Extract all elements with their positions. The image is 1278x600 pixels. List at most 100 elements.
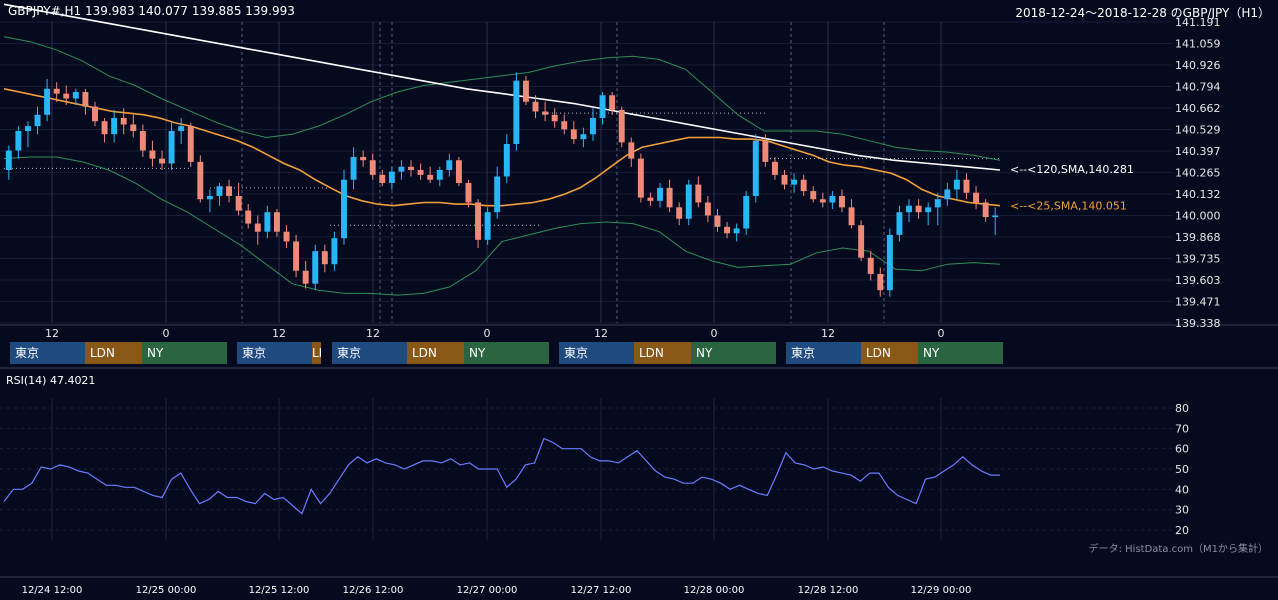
candle-up (953, 179, 960, 190)
session-london-day2: LDN (312, 342, 321, 364)
data-source-credit: データ: HistData.com（M1から集計） (1088, 544, 1268, 555)
session-tokyo-day2: 東京 (237, 342, 312, 364)
candle-up (350, 156, 357, 180)
candle-up (599, 95, 606, 119)
candle-down (63, 93, 70, 99)
candle-up (44, 88, 51, 115)
candle-up (906, 205, 912, 213)
x-tick-label: 12 (272, 327, 286, 340)
sma25-annotation: <--<25,SMA,140.051 (1010, 200, 1127, 213)
candle-down (695, 184, 702, 203)
candle-up (886, 234, 893, 291)
session-ny-day3: NY (464, 342, 549, 364)
price-y-tick-label: 139.868 (1175, 231, 1221, 244)
candle-up (312, 251, 319, 284)
candle-up (446, 160, 453, 170)
candle-down (867, 257, 874, 274)
candle-up (168, 130, 175, 164)
candle-down (187, 126, 194, 162)
candle-down (120, 118, 127, 125)
candle-up (206, 195, 213, 200)
candle-down (810, 191, 817, 200)
candle-down (724, 226, 731, 234)
candle-up (331, 238, 338, 265)
x-tick-label: 0 (711, 327, 718, 340)
price-y-tick-label: 141.191 (1175, 16, 1221, 29)
session-tokyo-day4: 東京 (559, 342, 634, 364)
price-y-tick-label: 140.132 (1175, 188, 1221, 201)
rsi-y-tick-label: 80 (1175, 402, 1189, 415)
candle-up (5, 150, 12, 170)
candle-up (896, 212, 903, 235)
candle-down (149, 150, 156, 159)
candle-down (848, 207, 855, 226)
candle-up (513, 80, 520, 144)
price-y-tick-label: 140.000 (1175, 209, 1221, 222)
rsi-line (3, 437, 1000, 515)
price-y-tick-label: 140.397 (1175, 145, 1221, 158)
price-y-tick-label: 141.059 (1175, 37, 1221, 50)
x-tick-label: 12 (366, 327, 380, 340)
candle-up (72, 92, 79, 99)
candle-down (561, 121, 568, 130)
candle-up (752, 140, 759, 196)
bollinger-lower-band (3, 156, 1001, 296)
candle-up (925, 207, 932, 213)
candle-up (829, 195, 836, 203)
candle-down (714, 215, 721, 227)
candle-down (609, 95, 616, 110)
candle-down (781, 174, 788, 185)
candle-down (53, 88, 60, 94)
candle-down (915, 205, 922, 213)
candle-down (676, 207, 683, 219)
candle-up (992, 215, 999, 218)
candle-down (628, 142, 635, 159)
session-tokyo-day3: 東京 (332, 342, 407, 364)
candle-up (944, 189, 951, 200)
candle-up (15, 130, 22, 151)
candle-down (982, 202, 989, 218)
candle-up (436, 169, 443, 180)
candle-down (570, 129, 577, 140)
price-y-tick-label: 139.603 (1175, 274, 1221, 287)
candle-down (963, 179, 970, 193)
candle-down (235, 195, 242, 211)
rsi-y-tick-label: 60 (1175, 443, 1189, 456)
price-y-tick-label: 140.662 (1175, 102, 1221, 115)
candle-down (101, 121, 108, 135)
candle-up (503, 143, 510, 177)
candle-down (360, 156, 367, 161)
session-london-day1: LDN (85, 342, 142, 364)
sma120-annotation: <--<120,SMA,140.281 (1010, 163, 1134, 176)
sma25-line (3, 88, 1001, 207)
candle-down (417, 169, 424, 175)
candle-down (283, 231, 290, 242)
candle-up (934, 199, 941, 208)
candle-down (82, 92, 89, 107)
candle-down (159, 158, 165, 164)
rsi-y-tick-label: 20 (1175, 524, 1189, 537)
candle-down (139, 130, 146, 151)
candle-up (34, 114, 41, 127)
candle-up (743, 195, 750, 229)
price-y-tick-label: 140.794 (1175, 80, 1221, 93)
quote-header: GBPJPY#,H1 139.983 140.077 139.885 139.9… (8, 4, 295, 18)
x-date-label: 12/25 00:00 (136, 585, 197, 596)
candle-down (839, 195, 845, 208)
candle-up (341, 179, 347, 239)
price-y-tick-label: 139.338 (1175, 317, 1221, 330)
candle-down (666, 187, 673, 208)
candle-up (398, 166, 405, 172)
price-y-tick-label: 140.926 (1175, 59, 1221, 72)
candle-down (637, 158, 644, 198)
candle-down (379, 174, 386, 183)
bollinger-upper-band (3, 36, 1001, 161)
candle-down (427, 174, 434, 180)
x-tick-label: 0 (484, 327, 491, 340)
candle-down (302, 270, 309, 284)
candle-up (388, 171, 395, 183)
candle-up (590, 118, 596, 135)
sma120-line (3, 3, 1001, 171)
x-date-label: 12/28 00:00 (684, 585, 745, 596)
